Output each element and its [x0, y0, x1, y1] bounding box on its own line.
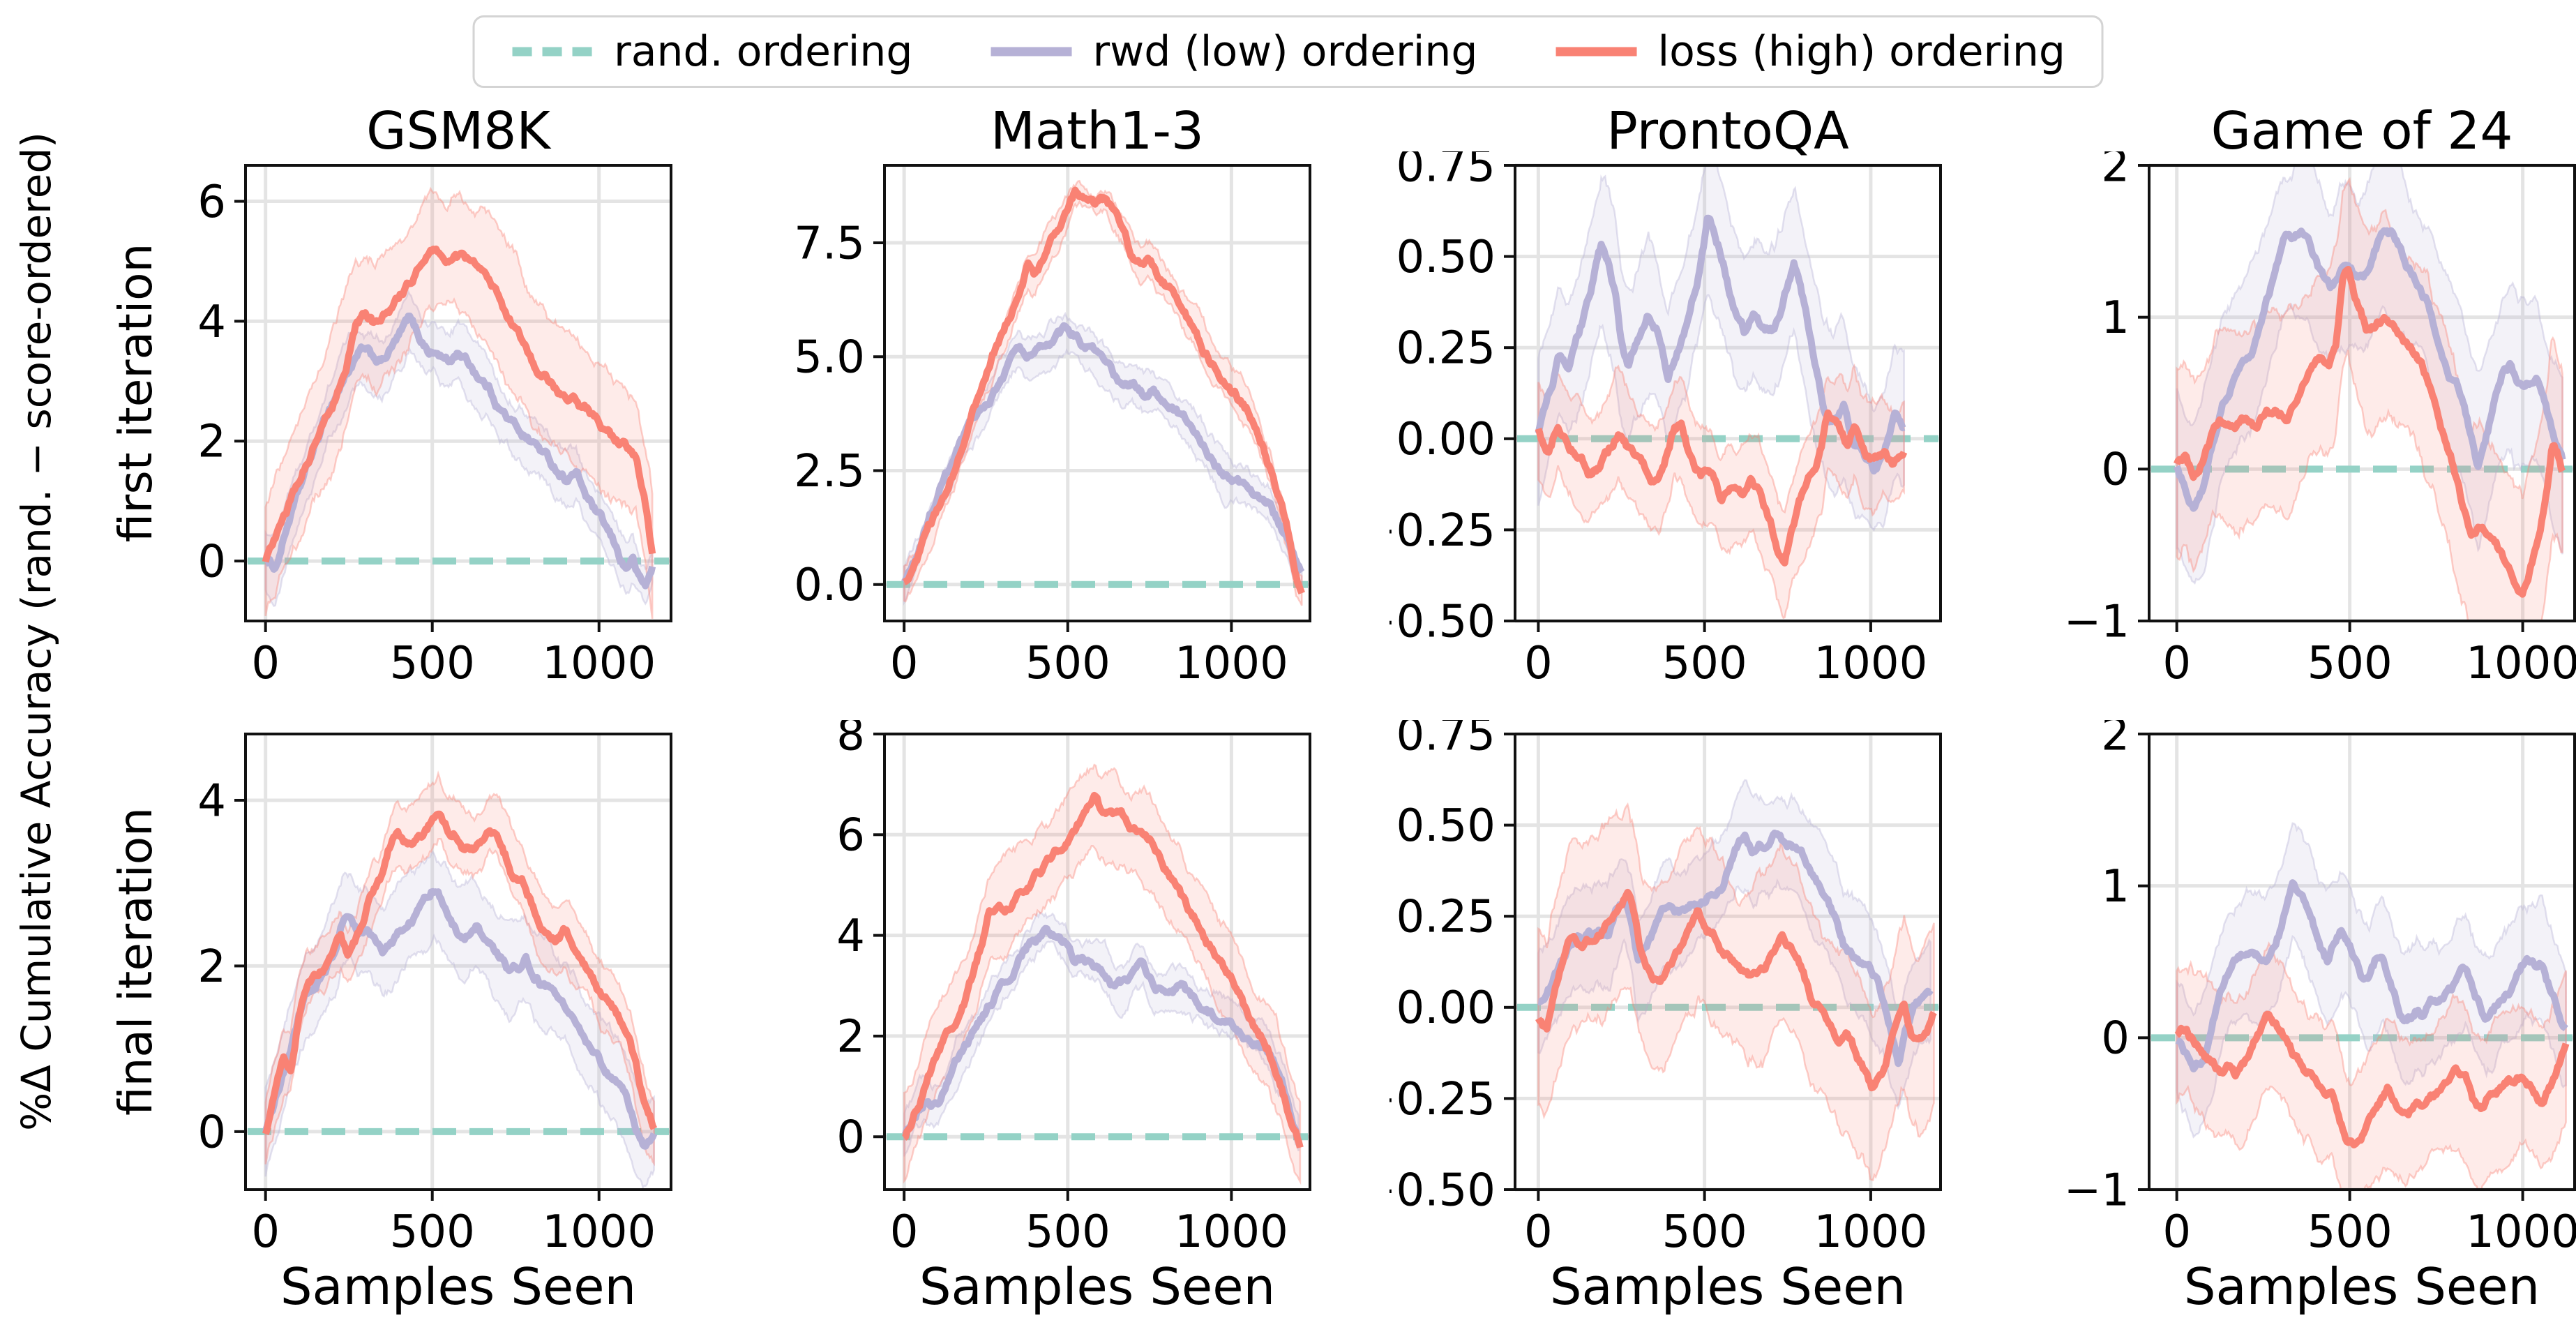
- y-tick-label: 4: [197, 297, 226, 348]
- legend-item-loss: loss (high) ordering: [1555, 27, 2065, 76]
- subplot-title-math1-3: Math1-3: [991, 101, 1204, 161]
- y-tick-label: 1: [2101, 292, 2130, 344]
- y-tick-label: 1: [2101, 861, 2130, 913]
- x-tick-label: 1000: [1814, 638, 1927, 689]
- y-tick-label: 2: [197, 417, 226, 468]
- y-tick-label: −0.50: [1389, 1165, 1496, 1216]
- x-tick-label: 500: [2307, 638, 2393, 689]
- legend-item-rand: rand. ordering: [511, 27, 913, 76]
- y-tick-label: 0.75: [1396, 720, 1496, 761]
- subplot-prontoqa-final: 0 500 1000 −0.50 −0.25 0.00 0.25 0.50 0.75: [1389, 720, 1942, 1258]
- y-tick-label: 0.25: [1396, 892, 1496, 943]
- x-tick-label: 1000: [542, 638, 656, 689]
- y-axis-label: %Δ Cumulative Accuracy (rand. − score-or…: [13, 132, 60, 1131]
- x-tick-label: 1000: [542, 1206, 656, 1258]
- x-axis-label: Samples Seen: [919, 1257, 1276, 1316]
- y-tick-label: 0.75: [1396, 151, 1496, 192]
- y-tick-label: −0.25: [1389, 505, 1496, 557]
- x-tick-label: 1000: [1814, 1206, 1927, 1258]
- x-tick-label: 1000: [2466, 638, 2576, 689]
- y-tick-label: 0.25: [1396, 323, 1496, 375]
- y-tick-label: 2: [197, 941, 226, 993]
- solid-line-icon: [1556, 47, 1637, 57]
- y-tick-label: 0.50: [1396, 800, 1496, 852]
- x-tick-label: 0: [2162, 638, 2191, 689]
- legend-label: rwd (low) ordering: [1092, 27, 1478, 76]
- x-tick-label: 0: [890, 638, 919, 689]
- y-tick-label: 0.00: [1396, 982, 1496, 1034]
- y-tick-label: 6: [836, 810, 865, 862]
- x-tick-label: 0: [1524, 1206, 1553, 1258]
- y-tick-label: 2: [2101, 720, 2130, 761]
- y-tick-label: 2: [2101, 151, 2130, 192]
- legend: rand. ordering rwd (low) ordering loss (…: [472, 15, 2104, 88]
- solid-line-icon: [991, 47, 1072, 57]
- y-tick-label: −1: [2064, 596, 2130, 647]
- x-tick-label: 1000: [1175, 1206, 1288, 1258]
- y-tick-label: −1: [2064, 1165, 2130, 1216]
- x-tick-label: 500: [1025, 1206, 1110, 1258]
- y-tick-label: −0.25: [1389, 1074, 1496, 1125]
- subplot-game-of-24-final: 0 500 1000 −1 0 1 2: [2064, 720, 2576, 1258]
- x-tick-label: 1000: [2466, 1206, 2576, 1258]
- x-tick-label: 0: [890, 1206, 919, 1258]
- legend-label: loss (high) ordering: [1657, 27, 2065, 76]
- y-tick-label: 0.50: [1396, 232, 1496, 283]
- y-tick-label: 0: [197, 536, 226, 587]
- x-tick-label: 0: [251, 638, 280, 689]
- x-tick-label: 500: [1662, 638, 1747, 689]
- subplot-math1-3-first: 0 500 1000 0.0 2.5 5.0 7.5: [794, 164, 1311, 689]
- subplot-prontoqa-first: 0 500 1000 −0.50 −0.25 0.00 0.25 0.50 0.75: [1389, 151, 1942, 689]
- subplot-math1-3-final: 0 500 1000 0 2 4 6 8: [836, 720, 1311, 1258]
- x-axis-label: Samples Seen: [280, 1257, 637, 1316]
- legend-item-rwd: rwd (low) ordering: [990, 27, 1478, 76]
- x-tick-label: 500: [390, 1206, 475, 1258]
- y-tick-label: 0: [2101, 1013, 2130, 1065]
- y-tick-label: 2: [836, 1011, 865, 1063]
- x-tick-label: 1000: [1175, 638, 1288, 689]
- y-tick-label: 0: [836, 1112, 865, 1164]
- subplot-title-game-of-24: Game of 24: [2210, 101, 2513, 161]
- y-tick-label: 0: [2101, 444, 2130, 496]
- x-tick-label: 500: [2307, 1206, 2393, 1258]
- x-tick-label: 500: [390, 638, 475, 689]
- dashed-line-icon: [512, 47, 594, 57]
- y-tick-label: 2.5: [794, 446, 865, 497]
- y-tick-label: 0: [197, 1107, 226, 1158]
- subplot-gsm8k-final: 0 500 1000 0 2 4: [197, 733, 672, 1258]
- y-tick-label: 6: [197, 177, 226, 228]
- x-axis-label: Samples Seen: [1549, 1257, 1906, 1316]
- legend-label: rand. ordering: [614, 27, 913, 76]
- x-tick-label: 500: [1025, 638, 1110, 689]
- subplot-game-of-24-first: 0 500 1000 −1 0 1 2: [2064, 151, 2576, 689]
- y-tick-label: 0.0: [794, 560, 865, 611]
- y-tick-label: 8: [836, 720, 865, 761]
- x-axis-label: Samples Seen: [2183, 1257, 2540, 1316]
- x-tick-label: 0: [2162, 1206, 2191, 1258]
- x-tick-label: 0: [1524, 638, 1553, 689]
- x-tick-label: 500: [1662, 1206, 1747, 1258]
- subplot-gsm8k-first: 0 500 1000 0 2 4 6: [197, 164, 672, 689]
- y-tick-label: 0.00: [1396, 414, 1496, 465]
- y-tick-label: 4: [836, 911, 865, 962]
- subplot-title-gsm8k: GSM8K: [366, 101, 550, 161]
- x-tick-label: 0: [251, 1206, 280, 1258]
- y-tick-label: 4: [197, 775, 226, 827]
- y-tick-label: 7.5: [794, 218, 865, 269]
- y-tick-label: −0.50: [1389, 596, 1496, 647]
- subplot-title-prontoqa: ProntoQA: [1606, 101, 1849, 161]
- y-tick-label: 5.0: [794, 332, 865, 384]
